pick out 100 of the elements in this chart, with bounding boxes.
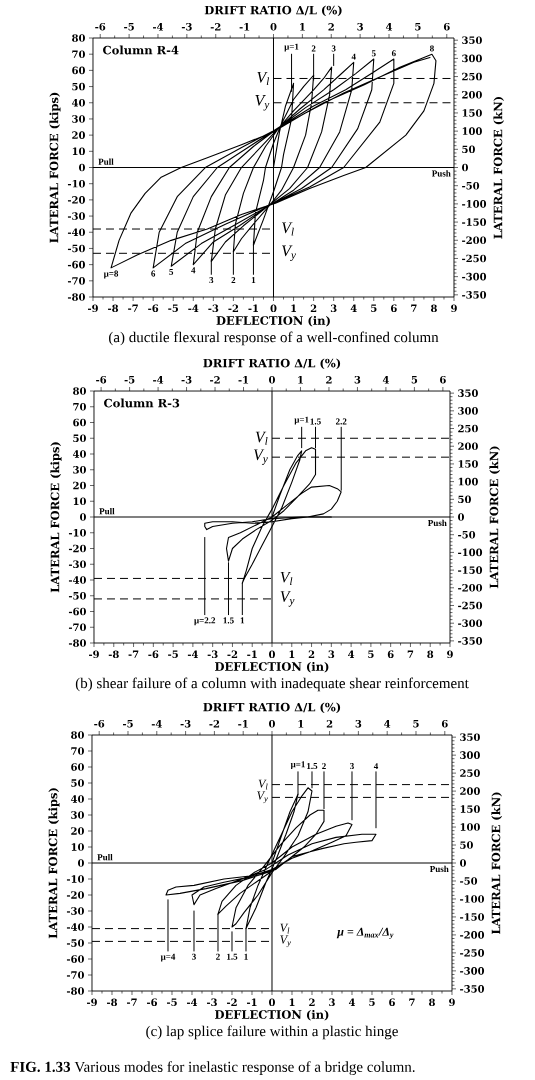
y2-axis-title: LATERAL FORCE (kN) bbox=[491, 792, 502, 935]
x2-tick-label: -5 bbox=[124, 23, 134, 31]
annotation: 3 bbox=[209, 277, 214, 284]
y-tick-label: -50 bbox=[67, 244, 85, 253]
x-tick-label: 9 bbox=[451, 304, 457, 313]
y-tick-label: 80 bbox=[73, 387, 86, 395]
ref-line-label: V$_{y}$ bbox=[282, 245, 296, 262]
y-tick-label: -10 bbox=[66, 875, 84, 883]
x2-tick-label: 6 bbox=[443, 22, 450, 31]
y2-tick-label: 250 bbox=[458, 424, 478, 433]
x-tick-label: -7 bbox=[128, 650, 139, 658]
annotation: Push bbox=[427, 519, 447, 527]
x2-tick-label: 6 bbox=[440, 375, 446, 384]
x2-axis-title: DRIFT RATIO Δ/L (%) bbox=[203, 702, 341, 714]
y2-tick-label: 100 bbox=[462, 127, 482, 135]
y-tick-label: -70 bbox=[68, 623, 86, 632]
x-tick-label: -6 bbox=[148, 650, 159, 659]
annotation: 2 bbox=[231, 277, 236, 284]
x2-tick-label: -1 bbox=[239, 23, 250, 31]
x2-tick-label: -2 bbox=[210, 376, 220, 384]
y-tick-label: 30 bbox=[73, 465, 86, 474]
x2-tick-label: -4 bbox=[152, 23, 164, 31]
x2-tick-label: 3 bbox=[357, 22, 363, 31]
y-tick-label: 40 bbox=[70, 795, 84, 803]
x-tick-label: 8 bbox=[430, 304, 437, 313]
x2-tick-label: 3 bbox=[354, 375, 361, 384]
y2-tick-label: 250 bbox=[462, 72, 482, 81]
x2-tick-label: 6 bbox=[441, 719, 448, 728]
x2-tick-label: 5 bbox=[415, 23, 421, 31]
y2-tick-label: -250 bbox=[458, 601, 483, 610]
x-tick-label: 3 bbox=[330, 304, 337, 313]
x2-tick-label: 0 bbox=[268, 719, 276, 728]
ref-line-label: V$_{l}$ bbox=[282, 222, 294, 236]
x2-tick-label: -4 bbox=[151, 720, 162, 728]
annotation: 6 bbox=[151, 270, 156, 277]
annotation: 1 bbox=[251, 277, 256, 283]
x-tick-label: 2 bbox=[308, 650, 315, 658]
y-tick-label: 40 bbox=[72, 450, 86, 458]
y2-tick-label: -100 bbox=[458, 548, 483, 557]
x-tick-label: -6 bbox=[148, 304, 159, 313]
y-tick-label: 70 bbox=[71, 747, 84, 755]
x2-tick-label: 5 bbox=[413, 720, 419, 728]
x2-tick-label: 3 bbox=[355, 719, 362, 728]
annotation: 4 bbox=[191, 267, 196, 274]
x-tick-label: 9 bbox=[449, 998, 455, 1007]
y-tick-label: 40 bbox=[71, 98, 85, 107]
y2-tick-label: 100 bbox=[460, 823, 480, 831]
y2-tick-label: -300 bbox=[458, 619, 483, 627]
annotation: 2.2 bbox=[335, 418, 347, 425]
y-tick-label: 30 bbox=[72, 115, 85, 123]
x-tick-label: -6 bbox=[146, 998, 158, 1007]
annotation: Pull bbox=[99, 507, 115, 515]
x-tick-label: -5 bbox=[168, 650, 178, 658]
x-tick-label: 4 bbox=[348, 998, 356, 1006]
text: FIG. 1.33 Various modes for inelastic response of a bridge column. bbox=[10, 1061, 415, 1075]
x-tick-label: 0 bbox=[268, 998, 276, 1007]
y-tick-label: 80 bbox=[72, 34, 85, 42]
y2-tick-label: -350 bbox=[460, 985, 485, 993]
x-tick-label: -9 bbox=[87, 304, 98, 313]
y2-tick-label: 350 bbox=[458, 389, 478, 397]
y2-tick-label: 350 bbox=[460, 733, 480, 741]
y2-tick-label: -150 bbox=[462, 218, 487, 226]
x2-tick-label: 1 bbox=[298, 376, 303, 384]
ref-line-label: V$_{y}$ bbox=[257, 791, 268, 804]
x-tick-label: 1 bbox=[289, 650, 295, 658]
ref-line-label: V$_{l}$ bbox=[258, 779, 268, 790]
x-tick-label: -7 bbox=[126, 998, 137, 1006]
annotation: 4 bbox=[351, 53, 356, 60]
y2-tick-label: 300 bbox=[458, 407, 478, 415]
x-tick-label: -4 bbox=[188, 304, 199, 312]
y-tick-label: -80 bbox=[68, 639, 86, 647]
x2-tick-label: -6 bbox=[94, 719, 105, 728]
y-tick-label: -30 bbox=[68, 560, 86, 569]
y2-tick-label: -100 bbox=[462, 200, 487, 208]
y2-tick-label: 200 bbox=[458, 442, 478, 451]
y2-tick-label: -350 bbox=[458, 637, 483, 645]
y2-tick-label: 50 bbox=[462, 145, 475, 154]
y-tick-label: 20 bbox=[72, 131, 85, 139]
x2-axis-title: DRIFT RATIO Δ/L (%) bbox=[203, 358, 341, 370]
y2-tick-label: 150 bbox=[462, 109, 482, 117]
y2-tick-label: 150 bbox=[458, 460, 478, 468]
x2-tick-label: -5 bbox=[124, 376, 135, 384]
y-tick-label: 60 bbox=[73, 418, 86, 427]
annotation: 5 bbox=[169, 268, 174, 275]
y-tick-label: -20 bbox=[68, 544, 86, 553]
x2-tick-label: 2 bbox=[328, 23, 334, 31]
y-tick-label: 50 bbox=[72, 82, 85, 91]
x2-tick-label: -1 bbox=[238, 376, 249, 384]
x-axis-title: DEFLECTION (in) bbox=[216, 315, 330, 327]
y2-tick-label: 200 bbox=[462, 90, 482, 99]
x-tick-label: 1 bbox=[289, 998, 295, 1006]
x-tick-label: -2 bbox=[226, 998, 237, 1006]
y2-tick-label: -200 bbox=[460, 931, 485, 939]
x-tick-label: 7 bbox=[409, 998, 415, 1006]
y-tick-label: -50 bbox=[66, 939, 84, 947]
y-tick-label: 0 bbox=[77, 859, 84, 867]
y2-tick-label: -150 bbox=[458, 566, 483, 574]
annotation: 3 bbox=[350, 763, 354, 770]
annotation: 1 bbox=[244, 953, 248, 960]
x2-tick-label: -4 bbox=[153, 376, 164, 384]
